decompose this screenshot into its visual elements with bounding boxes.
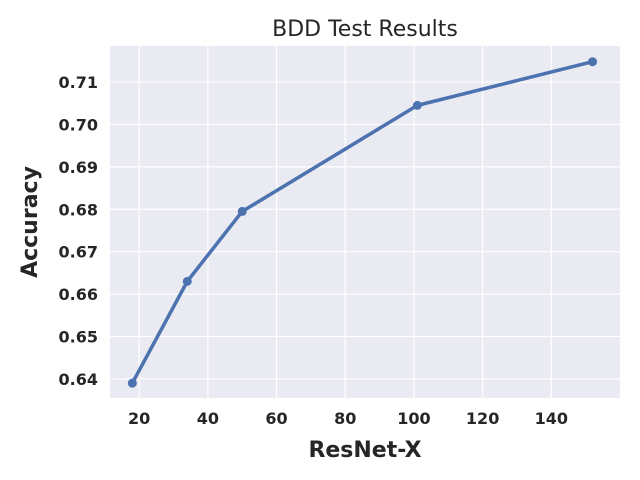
x-axis-ticks: 20 40 60 80 100 120 140 [128,409,568,428]
x-tick-label: 140 [535,409,568,428]
y-tick-label: 0.69 [59,158,98,177]
y-tick-label: 0.66 [59,285,98,304]
y-tick-label: 0.70 [59,115,98,134]
x-tick-label: 60 [265,409,287,428]
y-tick-label: 0.71 [59,73,98,92]
data-point [182,276,192,286]
data-point [127,378,137,388]
grid [110,46,620,398]
plot-area [110,46,620,398]
chart-title: BDD Test Results [272,17,458,42]
x-tick-label: 40 [197,409,219,428]
y-tick-label: 0.67 [59,243,98,262]
x-tick-label: 20 [128,409,150,428]
series [127,57,598,388]
x-tick-label: 100 [397,409,430,428]
x-tick-label: 120 [466,409,499,428]
y-axis-label: Accuracy [18,166,43,278]
data-point [412,100,422,110]
x-tick-label: 80 [334,409,356,428]
y-tick-label: 0.65 [59,328,98,347]
data-point [588,57,598,67]
y-axis-ticks: 0.64 0.65 0.66 0.67 0.68 0.69 0.70 0.71 [59,73,98,389]
y-tick-label: 0.68 [59,200,98,219]
y-tick-label: 0.64 [59,370,98,389]
data-point [237,206,247,216]
x-axis-label: ResNet-X [308,438,421,463]
